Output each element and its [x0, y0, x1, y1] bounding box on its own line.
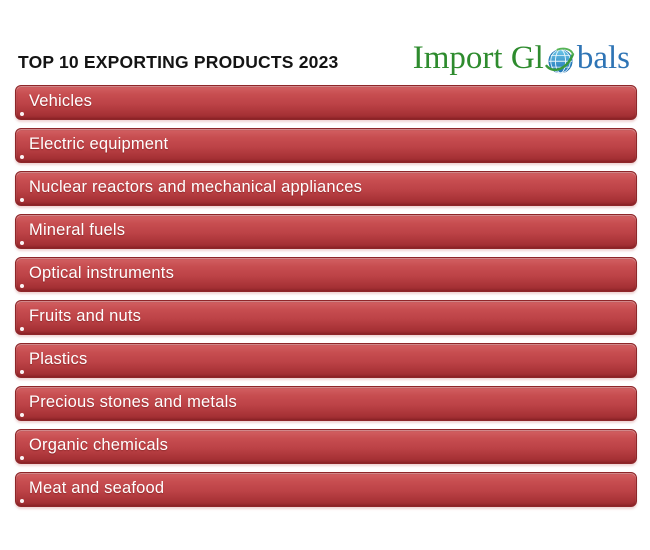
product-label: Organic chemicals [29, 435, 169, 454]
product-bar: Meat and seafood [15, 472, 637, 507]
product-bar: Precious stones and metals [15, 386, 637, 421]
brand-logo: Import Gl bals [413, 42, 634, 75]
product-label: Precious stones and metals [29, 392, 237, 411]
product-label: Fruits and nuts [29, 306, 142, 325]
product-label: Nuclear reactors and mechanical applianc… [29, 177, 363, 196]
product-label: Mineral fuels [29, 220, 126, 239]
logo-text-green: Import Gl [412, 40, 544, 76]
product-list: Vehicles Electric equipment Nuclear reac… [0, 83, 650, 507]
product-label: Vehicles [29, 91, 93, 110]
product-bar: Organic chemicals [15, 429, 637, 464]
product-label: Meat and seafood [29, 478, 165, 497]
logo-text-blue: bals [576, 40, 630, 76]
product-label: Optical instruments [29, 263, 175, 282]
product-bar: Plastics [15, 343, 637, 378]
product-bar: Optical instruments [15, 257, 637, 292]
product-bar: Nuclear reactors and mechanical applianc… [15, 171, 637, 206]
globe-icon [545, 47, 574, 74]
product-bar: Fruits and nuts [15, 300, 637, 335]
header: TOP 10 EXPORTING PRODUCTS 2023 Import Gl [0, 0, 650, 83]
product-bar: Vehicles [15, 85, 637, 120]
page-title: TOP 10 EXPORTING PRODUCTS 2023 [18, 52, 339, 72]
product-bar: Electric equipment [15, 128, 637, 163]
product-bar: Mineral fuels [15, 214, 637, 249]
product-label: Plastics [29, 349, 88, 368]
product-label: Electric equipment [29, 134, 169, 153]
